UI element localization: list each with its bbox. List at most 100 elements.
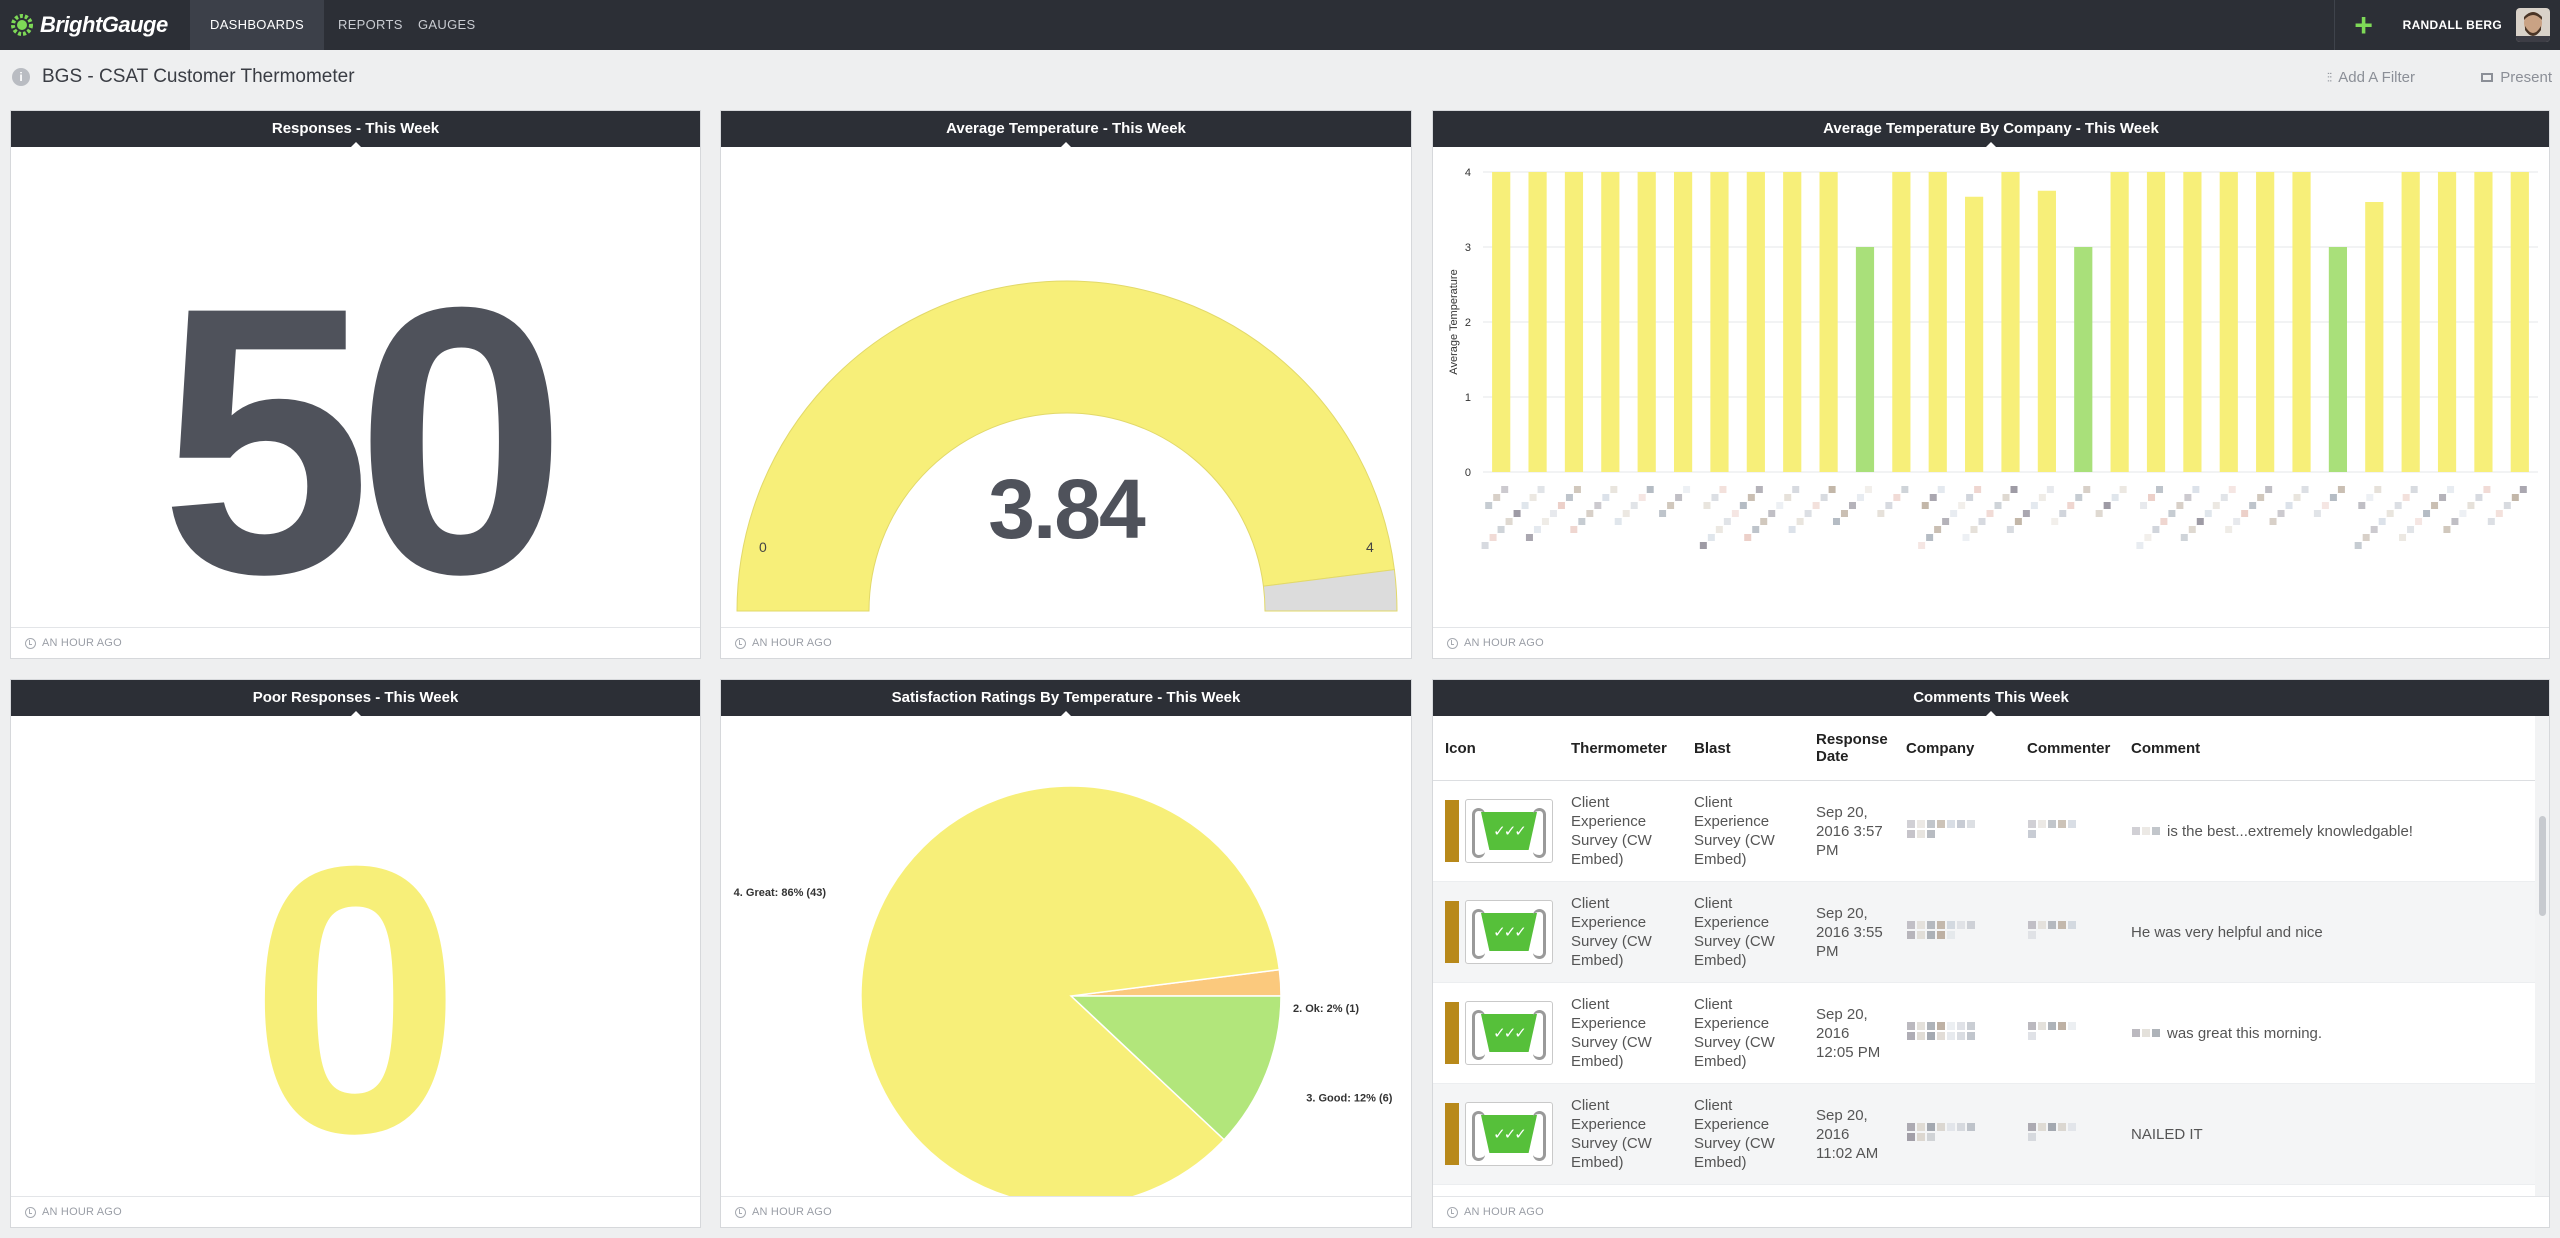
bar[interactable] (2110, 172, 2129, 472)
present-label: Present (2500, 69, 2552, 86)
redacted-x-label-pixel (1760, 518, 1768, 525)
redacted-x-label-pixel (1565, 494, 1573, 501)
col-company[interactable]: Company (1894, 716, 2015, 781)
redacted-x-label-pixel (2467, 502, 2475, 509)
redacted-x-label-pixel (1929, 494, 1937, 501)
user-name[interactable]: RANDALL BERG (2402, 18, 2502, 32)
table-row[interactable]: ✓✓✓ClientClient (1433, 1184, 2535, 1197)
bar[interactable] (2401, 172, 2420, 472)
redacted-x-label-pixel (2487, 518, 2495, 525)
y-tick-label: 0 (1465, 467, 1471, 479)
bar[interactable] (2037, 190, 2056, 472)
pie-slice[interactable] (1069, 995, 1282, 1141)
col-blast[interactable]: Blast (1682, 716, 1804, 781)
info-icon[interactable]: i (12, 68, 30, 86)
avatar[interactable] (2516, 8, 2550, 42)
redacted-x-label-pixel (2407, 526, 2415, 533)
bar[interactable] (1492, 172, 1511, 472)
commenter-cell (2015, 881, 2119, 983)
bar[interactable] (1928, 172, 1947, 472)
add-filter-button[interactable]: ⫶⫶ Add A Filter (2327, 69, 2415, 86)
redacted-x-label-pixel (2451, 518, 2459, 525)
gauge-max-label: 4 (1366, 539, 1374, 555)
redacted-x-label-pixel (2225, 526, 2233, 533)
redacted-x-label-pixel (1934, 526, 1942, 533)
panel-title: Comments This Week (1433, 680, 2549, 717)
redacted-x-label-pixel (1602, 494, 1610, 501)
avg-temp-panel[interactable]: Average Temperature - This Week 3.84 0 4… (720, 110, 1412, 659)
table-row[interactable]: ✓✓✓ Client Experience Survey (CW Embed) Cl… (1433, 881, 2535, 983)
add-plus-button[interactable]: + (2333, 0, 2393, 50)
bar[interactable] (2510, 172, 2529, 472)
table-scrollbar[interactable] (2535, 716, 2549, 1197)
redacted-x-label-pixel (1622, 510, 1630, 517)
bar[interactable] (1892, 172, 1911, 472)
bar[interactable] (1746, 172, 1765, 472)
top-nav: BrightGauge DASHBOARDS REPORTS GAUGES + … (0, 0, 2560, 50)
redacted-x-label-pixel (2184, 494, 2192, 501)
table-row[interactable]: ✓✓✓ Client Experience Survey (CW Embed) Cl… (1433, 780, 2535, 882)
col-thermometer[interactable]: Thermometer (1559, 716, 1682, 781)
nav-reports[interactable]: REPORTS (338, 17, 403, 32)
redacted-x-label-pixel (1501, 486, 1509, 493)
scroll-thumb[interactable] (2539, 816, 2546, 916)
nav-dashboards[interactable]: DASHBOARDS (190, 0, 325, 50)
redacted-x-label-pixel (2285, 502, 2293, 509)
ratings-panel[interactable]: Satisfaction Ratings By Temperature - Th… (720, 679, 1412, 1228)
redacted-x-label-pixel (1614, 518, 1622, 525)
redacted-x-label-pixel (1966, 494, 1974, 501)
by-company-panel[interactable]: Average Temperature By Company - This We… (1432, 110, 2550, 659)
company-cell (1894, 881, 2015, 983)
bar[interactable] (2328, 247, 2348, 472)
poor-responses-panel[interactable]: Poor Responses - This Week 0 AN HOUR AGO (10, 679, 701, 1228)
bar[interactable] (2256, 172, 2275, 472)
redacted-x-label-pixel (1864, 486, 1872, 493)
responses-panel[interactable]: Responses - This Week 50 AN HOUR AGO (10, 110, 701, 659)
bar[interactable] (1819, 172, 1838, 472)
bar[interactable] (1855, 247, 1875, 472)
bar[interactable] (1637, 172, 1656, 472)
bar[interactable] (1528, 172, 1547, 472)
col-comment[interactable]: Comment (2119, 716, 2535, 781)
redacted-x-label-pixel (1918, 542, 1926, 549)
bar[interactable] (1673, 172, 1693, 472)
present-button[interactable]: Present (2481, 69, 2552, 86)
bar[interactable] (1601, 172, 1620, 472)
bar[interactable] (2292, 172, 2311, 472)
redacted-x-label-pixel (2156, 486, 2164, 493)
table-row[interactable]: ✓✓✓ Client Experience Survey (CW Embed) Cl… (1433, 982, 2535, 1084)
clock-icon (25, 637, 36, 649)
blast-cell: Client Experience Survey (CW Embed) (1682, 982, 1804, 1084)
bar[interactable] (2365, 202, 2384, 472)
bar[interactable] (1564, 172, 1584, 472)
bar[interactable] (2474, 172, 2493, 472)
updated-time: AN HOUR AGO (42, 637, 122, 649)
bar[interactable] (2437, 172, 2457, 472)
bar[interactable] (2219, 172, 2238, 472)
redacted-x-label-pixel (1505, 518, 1513, 525)
redacted-x-label-pixel (1715, 526, 1723, 533)
col-icon[interactable]: Icon (1433, 716, 1559, 781)
pie-slice[interactable] (860, 785, 1281, 1196)
redacted-pixels (1906, 920, 1976, 940)
col-response-date[interactable]: Response Date (1804, 716, 1894, 781)
col-commenter[interactable]: Commenter (2015, 716, 2119, 781)
bar[interactable] (2183, 172, 2202, 472)
nav-gauges[interactable]: GAUGES (418, 17, 476, 32)
redacted-x-label-pixel (1513, 510, 1521, 517)
redacted-pixels (2131, 1028, 2167, 1038)
bar[interactable] (1965, 196, 1984, 472)
brand-logo[interactable]: BrightGauge (10, 0, 168, 50)
redacted-x-label-pixel (1630, 502, 1638, 509)
redacted-x-label-pixel (1586, 510, 1594, 517)
bar[interactable] (1783, 172, 1802, 472)
comments-panel[interactable]: Comments This Week Icon Thermometer Blas… (1432, 679, 2550, 1228)
bar[interactable] (2001, 172, 2020, 472)
bar[interactable] (2146, 172, 2166, 472)
bar[interactable] (1710, 172, 1729, 472)
thermometer-cell: Client Experience Survey (CW Embed) (1559, 881, 1682, 983)
table-row[interactable]: ✓✓✓ Client Experience Survey (CW Embed) Cl… (1433, 1083, 2535, 1185)
redacted-x-label-pixel (2459, 510, 2467, 517)
bar[interactable] (2074, 247, 2093, 472)
redacted-x-label-pixel (1752, 526, 1760, 533)
